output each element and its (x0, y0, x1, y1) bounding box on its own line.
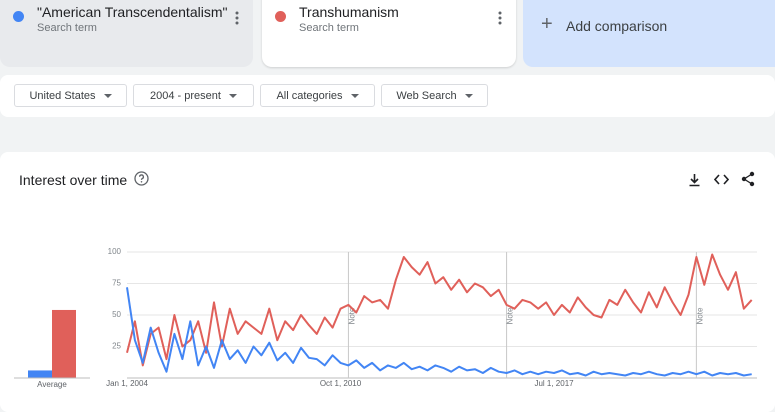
dropdown-icon (228, 93, 237, 98)
note-label: Note (695, 307, 704, 324)
filter[interactable]: All categories (260, 84, 375, 107)
y-tick-label: 100 (108, 247, 122, 256)
note-label: Note (506, 307, 515, 324)
section-title: Interest over time (19, 172, 128, 188)
note-label: Note (348, 307, 357, 324)
x-tick-label: Average (37, 380, 67, 389)
dropdown-icon (103, 93, 112, 98)
x-tick-label: Jan 1, 2004 (106, 379, 148, 388)
plus-icon: + (541, 13, 553, 35)
add-comparison[interactable]: + Add comparison (523, 0, 775, 67)
term-caption: Search term (37, 22, 97, 34)
average-bar (28, 370, 52, 378)
more-button[interactable] (498, 11, 502, 25)
download-icon[interactable] (688, 173, 701, 187)
average-bar (52, 309, 76, 378)
add-comparison-label: Add comparison (566, 18, 668, 34)
filter[interactable]: 2004 - present (133, 84, 254, 107)
filter-label: 2004 - present (150, 89, 221, 102)
filter[interactable]: United States (14, 84, 127, 107)
term-color (275, 11, 286, 22)
term-color (13, 11, 24, 22)
share-icon[interactable] (741, 171, 755, 187)
term-card[interactable]: "American Transcendentalism" Search term (0, 0, 253, 67)
y-tick-label: 50 (112, 310, 121, 319)
term-caption: Search term (299, 22, 359, 34)
dropdown-icon (350, 93, 359, 98)
series-line (126, 287, 752, 377)
embed-icon[interactable] (714, 174, 729, 185)
chart-card: Interest over time (0, 152, 775, 412)
y-tick-label: 25 (112, 342, 121, 351)
help-icon[interactable] (134, 171, 149, 186)
x-tick-label: Oct 1, 2010 (320, 379, 362, 388)
dropdown-icon (464, 93, 473, 98)
term-name: Transhumanism (299, 4, 399, 20)
filter-label: United States (29, 89, 96, 102)
y-tick-label: 75 (112, 279, 121, 288)
more-button[interactable] (235, 11, 239, 25)
filter[interactable]: Web Search (381, 84, 488, 107)
series-line (126, 253, 753, 367)
filter-label: Web Search (396, 89, 457, 102)
x-tick-label: Jul 1, 2017 (534, 379, 574, 388)
term-name: "American Transcendentalism" (37, 4, 228, 20)
filter-label: All categories (276, 89, 343, 102)
term-card[interactable]: Transhumanism Search term (262, 0, 516, 67)
